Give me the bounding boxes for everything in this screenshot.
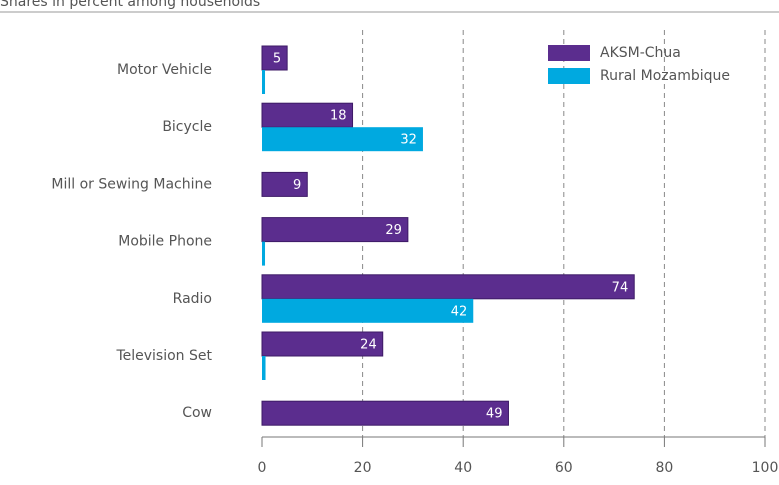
x-tick-label: 80 <box>655 460 673 476</box>
bar <box>262 356 266 380</box>
x-tick-label: 20 <box>354 460 372 476</box>
bar <box>262 241 266 266</box>
data-label: 74 <box>612 280 629 295</box>
y-tick-label: Television Set <box>115 348 212 364</box>
x-tick-label: 40 <box>454 460 472 476</box>
bar <box>262 298 474 323</box>
data-label: 49 <box>486 407 503 422</box>
chart-subtitle: Shares in percent among households <box>0 0 260 10</box>
y-tick-label: Cow <box>182 405 212 421</box>
legend-swatch <box>548 68 590 84</box>
x-tick-label: 0 <box>258 460 267 476</box>
y-tick-label: Mobile Phone <box>118 234 212 250</box>
data-label: 18 <box>330 109 347 124</box>
bar <box>262 70 266 94</box>
data-label: 42 <box>451 304 468 319</box>
data-label: 32 <box>400 133 417 148</box>
data-label: 9 <box>293 178 301 193</box>
y-tick-label: Motor Vehicle <box>117 62 212 78</box>
bar <box>262 127 423 152</box>
bar <box>261 400 509 426</box>
data-label: 24 <box>360 338 377 353</box>
x-tick-label: 60 <box>555 460 573 476</box>
y-tick-label: Radio <box>173 291 212 307</box>
y-tick-label: Mill or Sewing Machine <box>51 176 212 192</box>
y-tick-label: Bicycle <box>162 119 212 135</box>
bar <box>261 331 384 357</box>
legend-label: AKSM-Chua <box>600 45 681 61</box>
legend-swatch <box>548 45 590 61</box>
bar <box>261 274 635 300</box>
legend-label: Rural Mozambique <box>600 68 730 84</box>
bar <box>261 217 409 243</box>
data-label: 29 <box>385 223 402 238</box>
x-tick-label: 100 <box>752 460 779 476</box>
data-label: 5 <box>273 52 281 67</box>
bar <box>261 45 288 71</box>
bar <box>261 171 308 197</box>
